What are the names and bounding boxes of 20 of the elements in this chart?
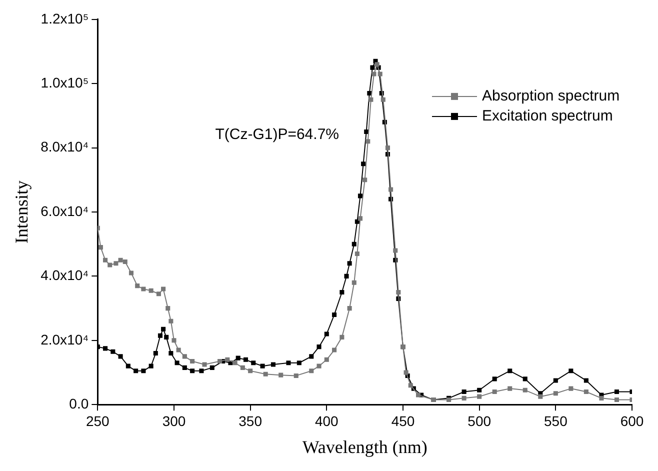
x-tick-label: 250 [86,412,110,429]
y-axis-title: Intensity [12,180,32,244]
legend-label: Excitation spectrum [482,108,613,125]
x-tick-label: 450 [391,412,415,429]
x-tick-label: 400 [314,412,339,429]
y-tick-label: 0.0 [69,395,89,412]
x-tick-label: 350 [238,412,262,429]
y-tick-label: 2.0x10⁴ [40,331,89,348]
x-axis-title: Wavelength (nm) [302,436,428,457]
y-tick-label: 8.0x10⁴ [40,138,89,155]
legend-label: Absorption spectrum [482,88,620,105]
y-tick-label: 4.0x10⁴ [40,267,89,284]
x-tick-label: 500 [468,412,492,429]
annotation: T(Cz-G1)P=64.7% [215,126,340,144]
x-tick-label: 600 [620,412,644,429]
y-tick-label: 1.2x10⁵ [40,10,89,26]
y-tick-label: 1.0x10⁵ [40,74,89,90]
y-tick-label: 6.0x10⁴ [40,202,89,219]
x-tick-label: 550 [544,412,568,429]
x-tick-label: 300 [162,412,186,429]
